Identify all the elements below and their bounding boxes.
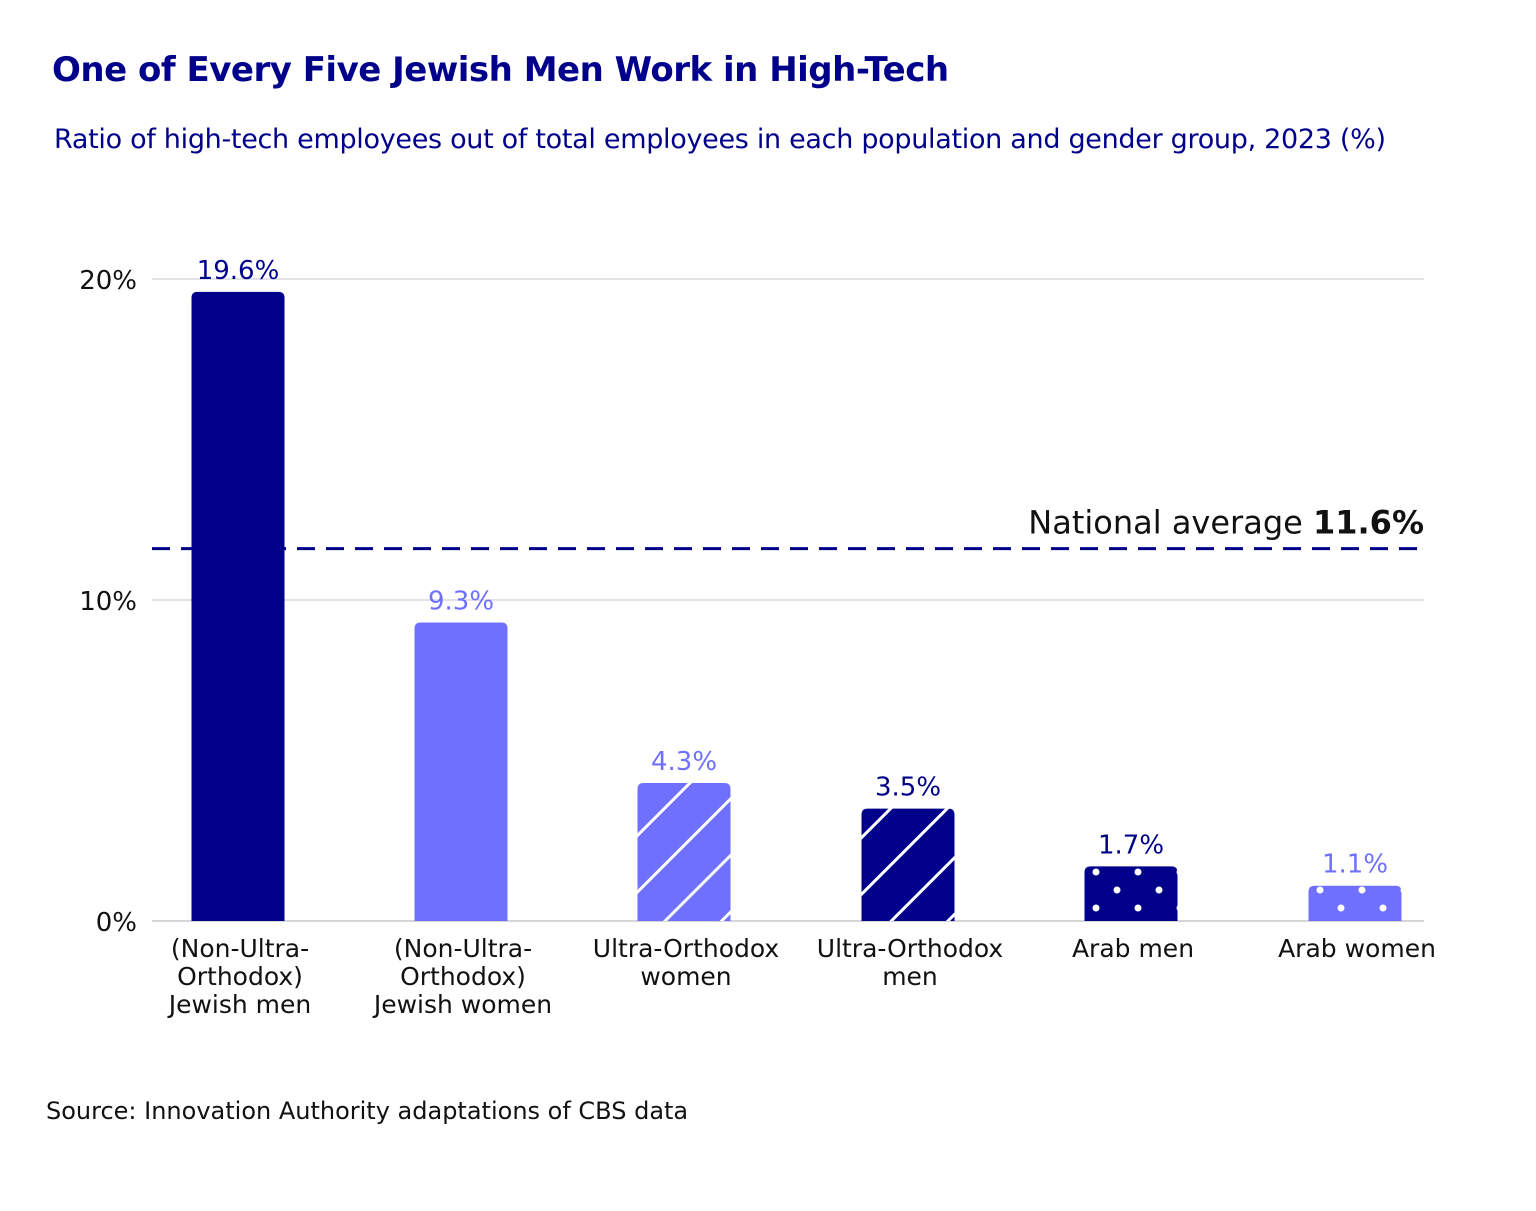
national-average-text: National average (1028, 504, 1313, 542)
x-tick-label: Ultra-Orthodox women (593, 934, 779, 991)
source-note: Source: Innovation Authority adaptations… (46, 1097, 689, 1125)
x-tick-label-line: Jewish women (372, 990, 552, 1019)
x-tick-label-line: Orthodox) (177, 962, 303, 991)
data-label: 1.1% (1322, 850, 1388, 880)
bar (637, 782, 731, 921)
national-average-value: 11.6% (1313, 504, 1424, 542)
x-tick-label: (Non-Ultra-Orthodox) Jewish men (167, 934, 312, 1019)
data-label: 1.7% (1098, 830, 1164, 860)
data-label: 19.6% (197, 256, 280, 286)
x-tick-label: Arab men (1072, 934, 1194, 963)
x-tick-label-line: Arab women (1278, 934, 1436, 963)
x-tick-label-line: Ultra-Orthodox (817, 934, 1003, 963)
x-tick-label-line: Arab men (1072, 934, 1194, 963)
x-tick-label-line: (Non-Ultra- (394, 934, 532, 963)
x-tick-label: (Non-Ultra-Orthodox) Jewish women (372, 934, 552, 1019)
data-label: 4.3% (651, 747, 717, 777)
y-tick-label: 0% (96, 908, 137, 938)
bar (1308, 885, 1402, 921)
x-tick-label-line: men (882, 962, 938, 991)
bar (1084, 866, 1178, 921)
data-label: 3.5% (875, 773, 941, 803)
bar (861, 808, 955, 921)
y-tick-label: 20% (79, 266, 137, 296)
x-tick-label-line: (Non-Ultra- (171, 934, 309, 963)
x-tick-label-line: Jewish men (167, 990, 312, 1019)
x-tick-label-line: women (640, 962, 731, 991)
national-average-label: National average 11.6% (1028, 504, 1424, 542)
y-tick-label: 10% (79, 587, 137, 617)
bar (414, 622, 508, 921)
chart-subtitle: Ratio of high-tech employees out of tota… (54, 124, 1386, 155)
chart-title: One of Every Five Jewish Men Work in Hig… (52, 50, 949, 90)
data-label: 9.3% (428, 586, 494, 616)
x-tick-label-line: Ultra-Orthodox (593, 934, 779, 963)
bar (191, 291, 285, 922)
x-tick-label-line: Orthodox) (400, 962, 526, 991)
x-tick-label: Arab women (1278, 934, 1436, 963)
x-tick-label: Ultra-Orthodox men (817, 934, 1003, 991)
